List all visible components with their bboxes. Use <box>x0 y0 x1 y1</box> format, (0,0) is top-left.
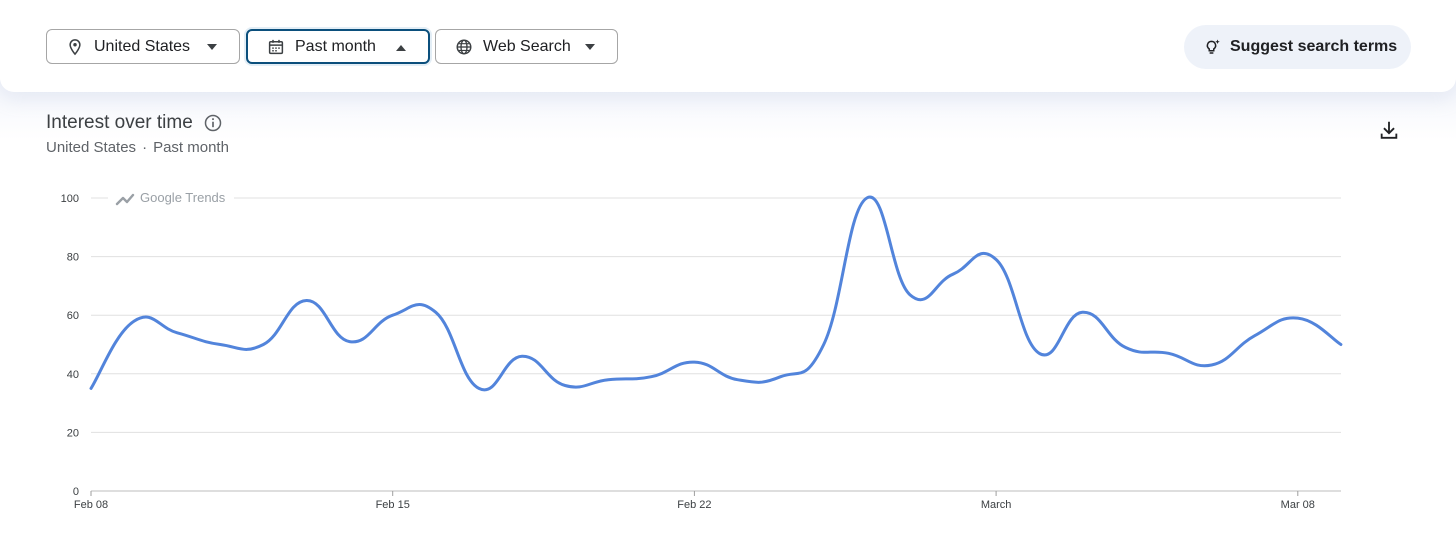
data-point[interactable] <box>1207 360 1217 370</box>
data-point[interactable] <box>1250 331 1260 341</box>
data-point[interactable] <box>862 193 872 203</box>
chart-header: Interest over time <box>46 112 223 134</box>
data-point[interactable] <box>733 375 743 385</box>
suggest-label: Suggest search terms <box>1230 38 1398 55</box>
data-point[interactable] <box>560 381 570 391</box>
data-point[interactable] <box>1293 313 1303 323</box>
chevron-down-icon <box>585 44 595 50</box>
data-point[interactable] <box>258 340 268 350</box>
google-trends-watermark: Google Trends <box>108 186 234 208</box>
data-point[interactable] <box>689 357 699 367</box>
y-tick-label: 0 <box>73 486 79 498</box>
x-axis-ticks: Feb 08 Feb 15 Feb 22 March Mar 08 <box>74 491 1315 511</box>
subtitle-time: Past month <box>153 139 229 156</box>
data-point[interactable] <box>517 351 527 361</box>
data-point[interactable] <box>1120 342 1130 352</box>
data-point[interactable] <box>86 383 96 393</box>
info-icon[interactable] <box>203 113 223 133</box>
data-point[interactable] <box>215 340 225 350</box>
y-tick-label: 20 <box>67 427 79 439</box>
data-point[interactable] <box>776 372 786 382</box>
grid-lines <box>91 197 1341 492</box>
chevron-down-icon <box>207 44 217 50</box>
y-tick-label: 60 <box>67 310 79 322</box>
download-icon[interactable] <box>1378 119 1400 141</box>
data-point[interactable] <box>646 372 656 382</box>
x-tick-label: Feb 08 <box>74 499 108 511</box>
data-point[interactable] <box>431 307 441 317</box>
region-label: United States <box>94 37 191 55</box>
time-range-dropdown[interactable]: Past month <box>246 29 430 64</box>
chart-title: Interest over time <box>46 112 193 133</box>
data-point[interactable] <box>1164 348 1174 358</box>
data-point[interactable] <box>172 328 182 338</box>
search-type-label: Web Search <box>483 37 571 55</box>
data-point[interactable] <box>1034 348 1044 358</box>
data-point[interactable] <box>129 316 139 326</box>
watermark-text: Google Trends <box>140 190 226 205</box>
data-point[interactable] <box>474 383 484 393</box>
data-point[interactable] <box>1336 340 1346 350</box>
time-range-label: Past month <box>295 37 376 55</box>
lightbulb-sparkle-icon <box>1204 38 1222 56</box>
data-point[interactable] <box>388 310 398 320</box>
data-point[interactable] <box>948 269 958 279</box>
y-axis-ticks: 0 20 40 60 80 100 <box>61 193 79 498</box>
subtitle-separator: · <box>142 139 148 156</box>
region-dropdown[interactable]: United States <box>46 29 240 64</box>
data-point[interactable] <box>603 375 613 385</box>
data-point[interactable] <box>991 255 1001 265</box>
chevron-up-icon <box>396 45 406 51</box>
series-points <box>86 193 1346 393</box>
x-tick-label: Mar 08 <box>1281 499 1315 511</box>
globe-icon <box>455 38 473 56</box>
data-point[interactable] <box>905 290 915 300</box>
y-tick-label: 80 <box>67 252 79 264</box>
data-point[interactable] <box>819 340 829 350</box>
trend-arrow-icon <box>115 193 135 206</box>
chart-subtitle: United States · Past month <box>46 139 229 156</box>
calendar-icon <box>267 38 285 56</box>
y-tick-label: 40 <box>67 369 79 381</box>
search-type-dropdown[interactable]: Web Search <box>435 29 618 64</box>
data-point[interactable] <box>302 296 312 306</box>
location-pin-icon <box>66 38 84 56</box>
x-tick-label: Feb 15 <box>376 499 410 511</box>
filter-bar: United States Past month Web Search Sugg… <box>0 0 1456 92</box>
y-tick-label: 100 <box>61 193 79 205</box>
x-tick-label: Feb 22 <box>677 499 711 511</box>
series-line <box>89 195 1343 392</box>
x-tick-label: March <box>981 499 1012 511</box>
data-point[interactable] <box>1077 307 1087 317</box>
subtitle-region: United States <box>46 139 137 156</box>
suggest-search-terms-button[interactable]: Suggest search terms <box>1184 25 1411 69</box>
data-point[interactable] <box>345 337 355 347</box>
